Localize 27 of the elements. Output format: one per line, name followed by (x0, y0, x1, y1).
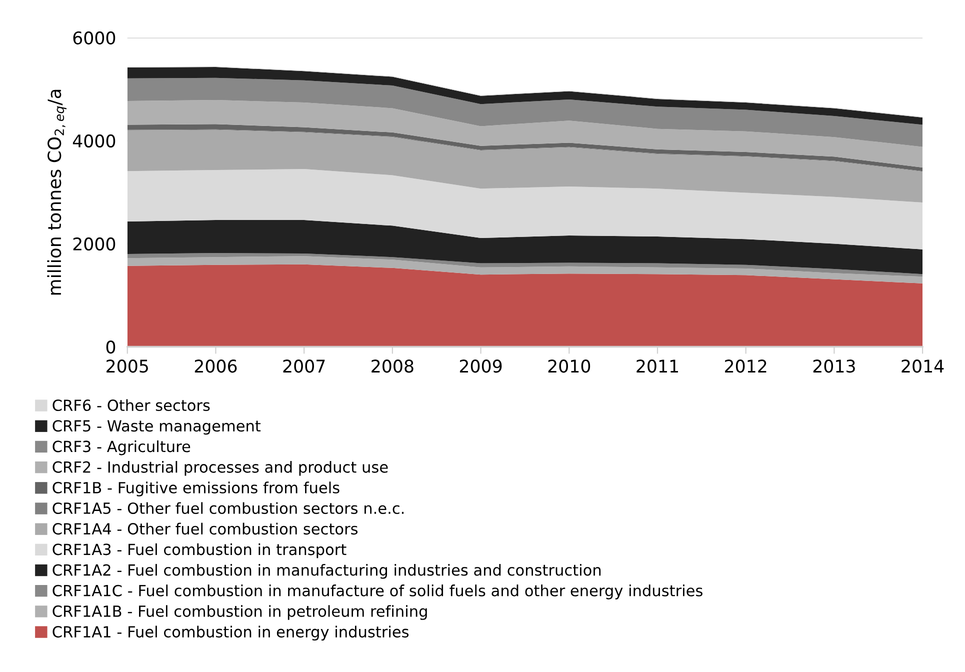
legend-label: CRF1A1 - Fuel combustion in energy industries (52, 626, 409, 641)
y-tick-label: 0 (106, 340, 116, 354)
x-tick-label: 2012 (725, 360, 766, 373)
legend-label: CRF1B - Fugitive emissions from fuels (52, 482, 340, 496)
x-tick-label: 2010 (548, 360, 590, 373)
y-tick-label: 4000 (72, 134, 116, 148)
legend-label: CRF1A1B - Fuel combustion in petroleum refining (52, 605, 427, 620)
legend-label: CRF1A2 - Fuel combustion in manufacturing industries and construction (52, 564, 601, 579)
legend-label: CRF3 - Agriculture (52, 440, 190, 456)
x-tick-label: 2005 (106, 360, 148, 373)
x-tick-label: 2011 (636, 360, 678, 373)
x-tick-label: 2008 (372, 360, 414, 373)
x-tick-label: 2013 (813, 360, 855, 373)
legend-label: CRF1A3 - Fuel combustion in transport (52, 543, 346, 558)
legend-label: CRF2 - Industrial processes and product use (52, 461, 388, 476)
legend-label: CRF5 - Waste management (52, 420, 261, 435)
legend-label: CRF1A5 - Other fuel combustion sectors n.e.c. (52, 502, 404, 514)
legend-label: CRF1A4 - Other fuel combustion sectors (52, 522, 358, 535)
legend-label: CRF6 - Other sectors (52, 399, 210, 412)
legend-label: CRF1A1C - Fuel combustion in manufacture of solid fuels and other energy industries (52, 584, 702, 600)
x-tick-label: 2014 (902, 360, 944, 373)
y-tick-label: 2000 (73, 237, 116, 251)
x-tick-label: 2007 (283, 360, 325, 373)
x-tick-label: 2006 (194, 360, 237, 373)
x-tick-label: 2009 (460, 360, 502, 373)
y-axis-title: million tonnes CO$_{2,eq}$/a (47, 90, 66, 295)
y-tick-label: 6000 (73, 31, 116, 44)
